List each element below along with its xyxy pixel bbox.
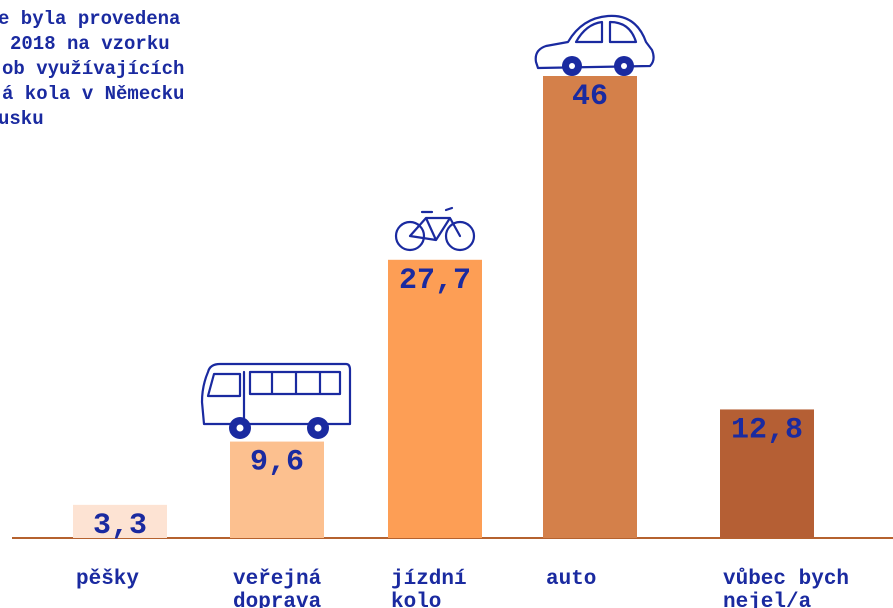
bar [73, 504, 167, 538]
bar [230, 441, 324, 538]
value-label: 12,8 [731, 413, 803, 447]
bar [543, 76, 637, 538]
bar [388, 259, 482, 538]
bus-icon [200, 362, 352, 439]
annotation-line: 2018 na vzorku [10, 33, 170, 55]
annotation-line: ob využívajících [2, 58, 184, 80]
car-icon [534, 14, 655, 76]
category-label: nejel/a [723, 591, 812, 608]
bicycle-icon [394, 206, 476, 252]
annotation-line: usku [0, 108, 44, 130]
category-label: veřejná [233, 568, 322, 591]
category-label: jízdní [391, 568, 467, 591]
category-label: doprava [233, 591, 322, 608]
value-label: 27,7 [399, 264, 471, 298]
bar [720, 409, 814, 538]
value-label: 46 [572, 80, 608, 114]
category-label: pěšky [76, 568, 139, 591]
value-label: 9,6 [250, 446, 304, 480]
annotation-line: á kola v Německu [2, 83, 184, 105]
annotation-line: e byla provedena [0, 8, 180, 30]
value-label: 3,3 [93, 509, 147, 543]
category-label: vůbec bych [723, 568, 849, 591]
category-label: kolo [391, 591, 441, 608]
category-label: auto [546, 568, 596, 591]
